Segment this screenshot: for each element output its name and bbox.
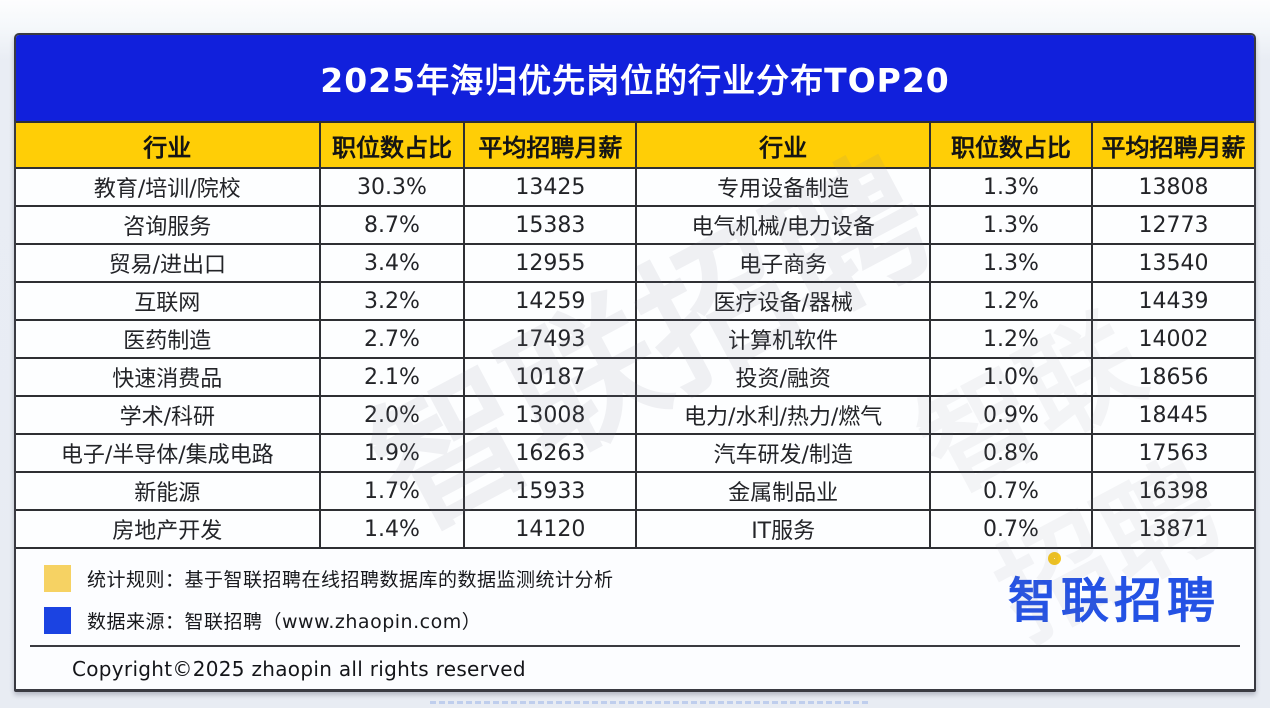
table-row: 咨询服务 8.7% 15383 电气机械/电力设备 1.3% 12773 [16, 207, 1254, 245]
legend-source-text: 数据来源：智联招聘（www.zhaopin.com） [87, 611, 482, 633]
table-cell: 3.4% [321, 245, 466, 281]
table-cell: 0.9% [931, 397, 1094, 433]
table-cell: 电子/半导体/集成电路 [16, 435, 321, 471]
table-cell: 2.1% [321, 359, 466, 395]
table-cell: 汽车研发/制造 [637, 435, 931, 471]
table-cell: 17493 [465, 321, 638, 357]
table-row: 学术/科研 2.0% 13008 电力/水利/热力/燃气 0.9% 18445 [16, 397, 1254, 435]
table-cell: 医疗设备/器械 [637, 283, 931, 319]
table-cell: 贸易/进出口 [16, 245, 321, 281]
logo-text: 智联招聘 [1007, 573, 1220, 629]
table-cell: 投资/融资 [637, 359, 931, 395]
table-cell: 互联网 [16, 283, 321, 319]
legend-blue-swatch [44, 607, 71, 634]
legend-item-rule: 统计规则：基于智联招聘在线招聘数据库的数据监测统计分析 [44, 565, 614, 592]
table-row: 互联网 3.2% 14259 医疗设备/器械 1.2% 14439 [16, 283, 1254, 321]
copyright-text: Copyright©2025 zhaopin all rights reserv… [72, 657, 526, 681]
table-row: 医药制造 2.7% 17493 计算机软件 1.2% 14002 [16, 321, 1254, 359]
table-cell: 17563 [1138, 440, 1209, 466]
table-cell: 15933 [465, 473, 638, 509]
table-cell: 1.2% [931, 283, 1094, 319]
footer: 统计规则：基于智联招聘在线招聘数据库的数据监测统计分析 数据来源：智联招聘（ww… [16, 549, 1254, 689]
table-cell: 0.8% [931, 435, 1094, 471]
column-header-salary-right: 平均招聘月薪 [1101, 133, 1246, 162]
infographic-card: 2025年海归优先岗位的行业分布TOP20 行业 职位数占比 平均招聘月薪 行业… [14, 33, 1256, 692]
table-cell: 16398 [1138, 478, 1209, 504]
table-row: 贸易/进出口 3.4% 12955 电子商务 1.3% 13540 [16, 245, 1254, 283]
table-cell: 1.9% [321, 435, 466, 471]
table-cell: 13808 [1138, 174, 1209, 200]
logo-ring-icon [1047, 552, 1061, 565]
table-cell: 18656 [1138, 364, 1209, 390]
column-header-share-right: 职位数占比 [931, 123, 1094, 167]
table-cell: 学术/科研 [16, 397, 321, 433]
column-header-salary-left: 平均招聘月薪 [465, 123, 638, 167]
table-cell: 1.7% [321, 473, 466, 509]
table-cell: 1.2% [931, 321, 1094, 357]
column-header-industry-right: 行业 [637, 123, 931, 167]
legend-item-source: 数据来源：智联招聘（www.zhaopin.com） [44, 607, 481, 634]
table-cell: 教育/培训/院校 [16, 169, 321, 205]
column-header-share-left: 职位数占比 [321, 123, 466, 167]
table-cell: 13871 [1138, 516, 1209, 542]
table-cell: 咨询服务 [16, 207, 321, 243]
table-cell: 快速消费品 [16, 359, 321, 395]
table-row: 教育/培训/院校 30.3% 13425 专用设备制造 1.3% 13808 [16, 169, 1254, 207]
table-cell: 电子商务 [637, 245, 931, 281]
table-cell: 13425 [465, 169, 638, 205]
table-cell: 16263 [465, 435, 638, 471]
page-title: 2025年海归优先岗位的行业分布TOP20 [320, 61, 950, 100]
table-cell: 电力/水利/热力/燃气 [637, 397, 931, 433]
table-body: 教育/培训/院校 30.3% 13425 专用设备制造 1.3% 13808 咨询服务 8.7… [16, 169, 1254, 547]
table-cell: 医药制造 [16, 321, 321, 357]
table-cell: 30.3% [321, 169, 466, 205]
table-cell: IT服务 [637, 511, 931, 547]
column-header-industry-left: 行业 [16, 123, 321, 167]
footer-divider [30, 645, 1240, 647]
table-row: 房地产开发 1.4% 14120 IT服务 0.7% 13871 [16, 511, 1254, 547]
table-header-row: 行业 职位数占比 平均招聘月薪 行业 职位数占比 平均招聘月薪 [16, 121, 1254, 169]
table-cell: 15383 [465, 207, 638, 243]
table-cell: 0.7% [931, 511, 1094, 547]
legend-rule-text: 统计规则：基于智联招聘在线招聘数据库的数据监测统计分析 [87, 569, 614, 591]
bottom-dashed-line [430, 701, 868, 704]
table-cell: 18445 [1138, 402, 1209, 428]
table-cell: 0.7% [931, 473, 1094, 509]
table-cell: 14259 [465, 283, 638, 319]
table-cell: 12773 [1138, 212, 1209, 238]
table-cell: 2.0% [321, 397, 466, 433]
table-cell: 14439 [1138, 288, 1209, 314]
table-cell: 14002 [1138, 326, 1209, 352]
table-row: 电子/半导体/集成电路 1.9% 16263 汽车研发/制造 0.8% 17563 [16, 435, 1254, 473]
table-cell: 电气机械/电力设备 [637, 207, 931, 243]
table-cell: 1.4% [321, 511, 466, 547]
table-cell: 12955 [465, 245, 638, 281]
table-cell: 14120 [465, 511, 638, 547]
table-cell: 专用设备制造 [637, 169, 931, 205]
title-bar: 2025年海归优先岗位的行业分布TOP20 [16, 35, 1254, 121]
table-cell: 3.2% [321, 283, 466, 319]
table-cell: 13540 [1138, 250, 1209, 276]
table-cell: 房地产开发 [16, 511, 321, 547]
table-cell: 计算机软件 [637, 321, 931, 357]
table-cell: 2.7% [321, 321, 466, 357]
table-row: 快速消费品 2.1% 10187 投资/融资 1.0% 18656 [16, 359, 1254, 397]
table-cell: 13008 [465, 397, 638, 433]
industry-table: 行业 职位数占比 平均招聘月薪 行业 职位数占比 平均招聘月薪 教育/培训/院校… [16, 121, 1254, 549]
table-cell: 1.3% [931, 169, 1094, 205]
table-cell: 金属制品业 [637, 473, 931, 509]
table-cell: 10187 [465, 359, 638, 395]
table-cell: 8.7% [321, 207, 466, 243]
table-cell: 1.0% [931, 359, 1094, 395]
table-row: 新能源 1.7% 15933 金属制品业 0.7% 16398 [16, 473, 1254, 511]
legend-yellow-swatch [44, 565, 71, 592]
table-cell: 新能源 [16, 473, 321, 509]
table-cell: 1.3% [931, 207, 1094, 243]
table-cell: 1.3% [931, 245, 1094, 281]
zhaopin-logo: 智联招聘 [1007, 552, 1220, 631]
